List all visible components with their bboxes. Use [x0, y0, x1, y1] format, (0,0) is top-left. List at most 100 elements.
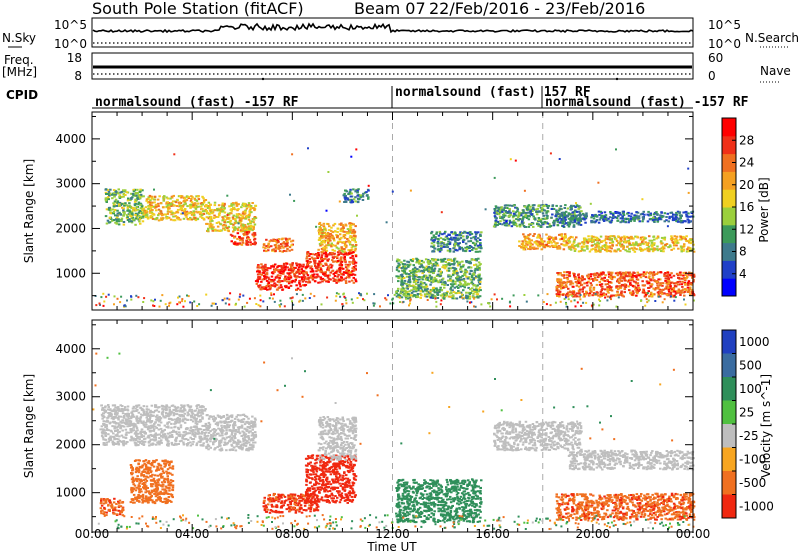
- power-cell: [624, 271, 628, 274]
- power-cell: [576, 282, 579, 285]
- power-cell: [270, 275, 274, 278]
- power-cell: [530, 213, 533, 216]
- power-cell: [461, 265, 465, 268]
- power-cell: [122, 223, 126, 226]
- power-cell: [451, 294, 455, 297]
- power-cell: [678, 214, 682, 217]
- power-cell: [273, 293, 275, 296]
- power-cell: [321, 250, 325, 253]
- power-cell: [300, 268, 304, 271]
- power-cell: [243, 213, 246, 216]
- power-cell: [595, 292, 599, 295]
- power-cell: [233, 226, 237, 229]
- power-cell: [552, 208, 556, 210]
- power-cell: [660, 291, 664, 294]
- power-cell: [611, 235, 615, 238]
- power-cell: [111, 219, 114, 222]
- power-cell: [171, 211, 174, 214]
- power-cell: [682, 236, 686, 239]
- power-cell: [296, 275, 299, 278]
- power-cell: [421, 270, 425, 273]
- power-cell: [236, 232, 240, 235]
- power-cell: [189, 205, 192, 208]
- power-cell: [464, 242, 468, 245]
- power-cell: [594, 292, 597, 295]
- power-cell: [372, 304, 375, 307]
- power-cell: [425, 289, 428, 292]
- power-cell: [156, 198, 160, 201]
- power-cell: [461, 285, 465, 287]
- power-cell: [593, 278, 597, 281]
- power-cell: [434, 297, 437, 300]
- power-cell: [334, 244, 337, 247]
- power-cell: [607, 245, 610, 248]
- power-cell: [147, 205, 151, 208]
- power-cell: [563, 216, 567, 219]
- power-cell: [604, 248, 607, 251]
- power-cell: [615, 294, 618, 297]
- power-cell: [112, 211, 116, 213]
- power-cell: [190, 213, 194, 216]
- power-cell: [569, 248, 573, 251]
- power-cell: [669, 292, 673, 294]
- power-cell: [555, 289, 558, 292]
- power-cell: [574, 216, 578, 218]
- power-cell: [480, 303, 483, 306]
- power-cell: [607, 291, 610, 294]
- power-cell: [106, 219, 110, 222]
- power-cell: [528, 208, 531, 211]
- power-cell: [651, 245, 654, 248]
- power-cell: [117, 220, 121, 223]
- nsky-tick-top: 10^5: [54, 18, 87, 32]
- power-cell: [158, 195, 161, 198]
- power-cell: [634, 288, 637, 291]
- power-cell: [373, 302, 376, 305]
- power-cell: [657, 295, 660, 298]
- power-cell: [307, 281, 310, 284]
- power-cell: [134, 198, 137, 201]
- power-cell: [489, 305, 492, 308]
- power-cell: [502, 213, 505, 216]
- power-cell: [468, 272, 472, 275]
- power-cell: [607, 271, 610, 274]
- power-cell: [246, 237, 250, 240]
- power-cell: [306, 251, 309, 253]
- power-cell: [344, 297, 347, 299]
- power-cell: [233, 241, 237, 243]
- power-cell: [384, 297, 387, 300]
- power-cell: [502, 212, 506, 215]
- power-cell: [582, 295, 585, 298]
- power-cell: [328, 274, 331, 277]
- power-cell: [354, 241, 357, 244]
- power-cell: [212, 226, 215, 229]
- power-cell: [155, 209, 158, 212]
- power-cell: [623, 288, 626, 291]
- power-cell: [628, 243, 631, 246]
- power-cell: [531, 243, 534, 246]
- power-cell: [153, 195, 157, 198]
- power-cell: [422, 261, 425, 264]
- power-cell: [334, 260, 337, 263]
- power-cell: [134, 214, 137, 216]
- power-cell: [527, 204, 531, 207]
- power-cell: [305, 280, 308, 283]
- power-cell: [518, 245, 521, 247]
- power-cell: [430, 258, 434, 261]
- power-cell: [545, 243, 548, 246]
- power-cell: [327, 265, 330, 268]
- power-cell: [179, 195, 182, 198]
- power-cell: [236, 243, 239, 246]
- power-cell: [432, 287, 435, 290]
- power-cell: [417, 284, 421, 287]
- power-cell: [325, 263, 328, 266]
- power-cell: [672, 288, 675, 291]
- power-cell: [650, 294, 653, 297]
- power-cell: [645, 243, 648, 245]
- power-cell: [617, 296, 620, 299]
- power-cell: [648, 272, 652, 275]
- power-cell: [397, 293, 400, 296]
- power-cell: [217, 207, 221, 210]
- power-cell: [447, 238, 450, 241]
- power-cell: [123, 212, 126, 215]
- power-cell: [613, 236, 617, 239]
